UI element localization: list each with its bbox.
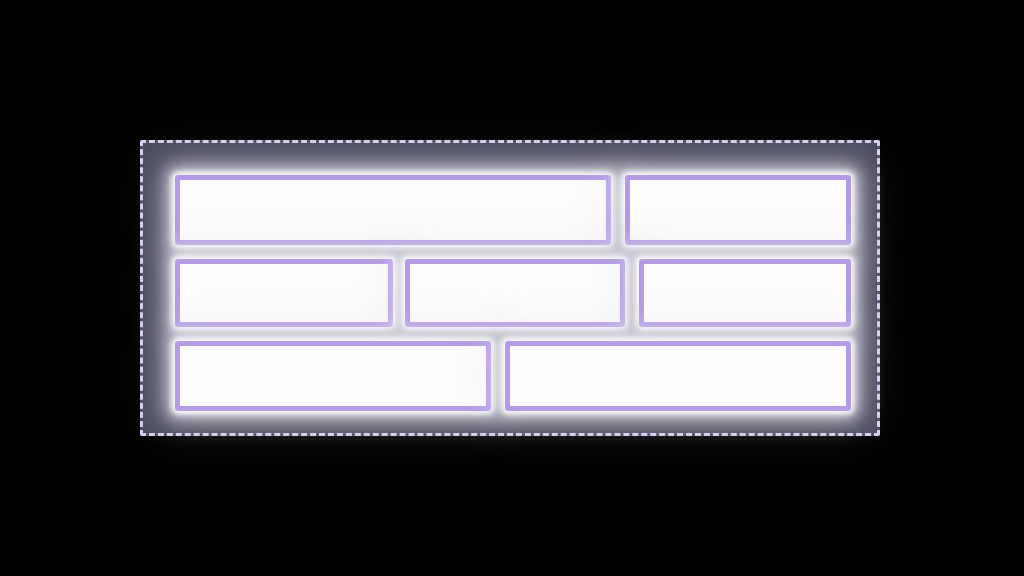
brick-row2-c2[interactable]	[405, 259, 625, 327]
brick-row3-c1[interactable]	[175, 341, 491, 411]
brick-row2-c3[interactable]	[639, 259, 851, 327]
brick-row1-c2[interactable]	[625, 175, 851, 245]
brick-grid	[143, 143, 877, 433]
brick-row1-c1[interactable]	[175, 175, 611, 245]
brick-row3-c2[interactable]	[505, 341, 851, 411]
brick-row2-c1[interactable]	[175, 259, 393, 327]
brick-wall-container	[140, 140, 880, 436]
